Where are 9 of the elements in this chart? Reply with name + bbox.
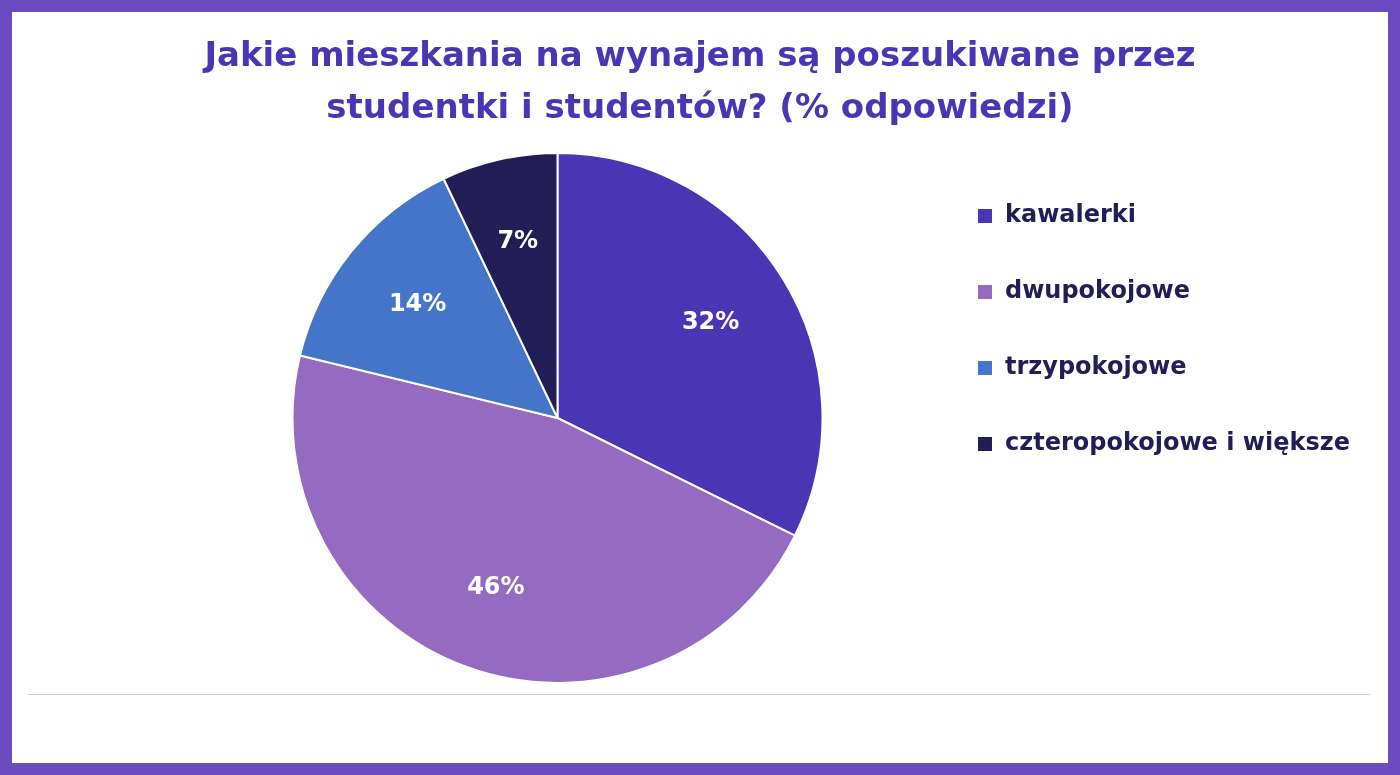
legend-label: kawalerki [1004, 200, 1137, 229]
legend-label: trzypokojowe [1004, 352, 1187, 381]
legend-label: dwupokojowe [1004, 276, 1191, 305]
data-label: 14% [388, 288, 447, 317]
chart-title: Jakie mieszkania na wynajem są poszukiwane przez studentki i studentów? (% odpowiedzi) [201, 33, 1197, 128]
data-label: 46% [467, 571, 525, 600]
legend-label: czteropokojowe i większe [1004, 428, 1350, 457]
data-label: 32% [681, 307, 740, 336]
data-label: 7% [497, 226, 539, 255]
